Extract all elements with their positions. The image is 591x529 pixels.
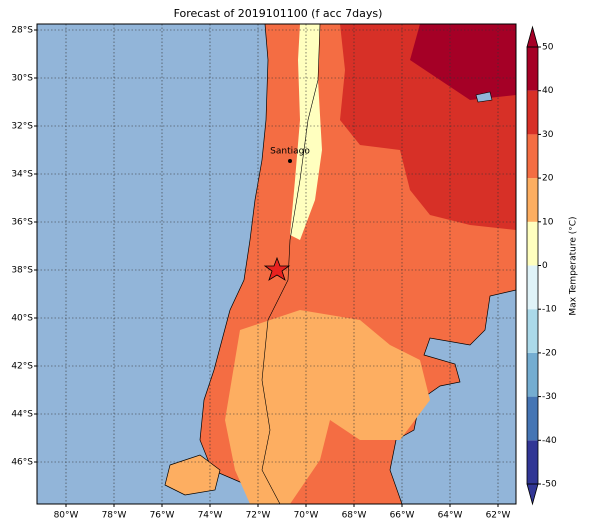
colorbar-tick-label: 10 <box>542 217 554 227</box>
colorbar-tick-label: 50 <box>542 43 554 53</box>
y-tick-label: 38°S <box>11 266 33 276</box>
colorbar-tick-label: -50 <box>542 480 557 490</box>
y-tick-label: 28°S <box>11 26 33 36</box>
x-tick-label: 68°W <box>342 511 367 521</box>
hot-zone <box>410 24 516 100</box>
x-tick-label: 70°W <box>294 511 319 521</box>
colorbar-band <box>527 352 538 397</box>
colorbar-band <box>527 221 538 266</box>
colorbar-tick-label: 30 <box>542 130 554 140</box>
colorbar-extend-top <box>526 25 539 48</box>
colorbar-tick-label: -40 <box>542 436 557 446</box>
y-tick-label: 36°S <box>11 218 33 228</box>
city-label: Santiago <box>270 147 310 157</box>
map-frame <box>36 23 517 505</box>
x-tick-label: 78°W <box>102 511 127 521</box>
x-tick-label: 64°W <box>438 511 463 521</box>
x-tick-label: 74°W <box>198 511 223 521</box>
lake <box>475 91 493 103</box>
colorbar-tick-label: -20 <box>542 348 557 358</box>
south-zone <box>225 310 430 504</box>
grid <box>37 24 516 504</box>
y-tick-label: 44°S <box>11 410 33 420</box>
x-tick-label: 80°W <box>54 511 79 521</box>
colorbar-label: Max Temperature (°C) <box>569 216 579 315</box>
colorbar-tick-label: 20 <box>542 174 554 184</box>
y-tick-label: 42°S <box>11 362 33 372</box>
colorbar-band <box>527 47 538 91</box>
y-tick-label: 40°S <box>11 314 33 324</box>
colorbar-band <box>527 178 538 222</box>
y-tick-label: 34°S <box>11 170 33 180</box>
colorbar-band <box>527 309 538 353</box>
colorbar-band <box>527 90 538 135</box>
colorbar-band <box>527 134 538 179</box>
x-tick-label: 66°W <box>390 511 415 521</box>
colorbar-band <box>527 440 538 484</box>
y-tick-label: 46°S <box>11 458 33 468</box>
y-tick-label: 32°S <box>11 122 33 132</box>
colorbar-band <box>527 396 538 441</box>
x-tick-label: 62°W <box>486 511 511 521</box>
y-tick-label: 30°S <box>11 74 33 84</box>
x-tick-label: 76°W <box>150 511 175 521</box>
colorbar-tick-label: -10 <box>542 305 557 315</box>
colorbar-tick-label: 0 <box>542 261 548 271</box>
border <box>261 24 321 504</box>
colorbar-extend-bottom <box>526 483 539 506</box>
title: Forecast of 2019101100 (f acc 7days) <box>174 7 383 20</box>
land <box>164 24 516 504</box>
island <box>164 454 221 496</box>
colorbar-tick-label: 40 <box>542 86 554 96</box>
city-marker <box>288 159 292 163</box>
location-star <box>263 256 291 281</box>
x-tick-label: 72°W <box>246 511 271 521</box>
colorbar-tick-label: -30 <box>542 392 557 402</box>
colorbar-band <box>527 265 538 310</box>
